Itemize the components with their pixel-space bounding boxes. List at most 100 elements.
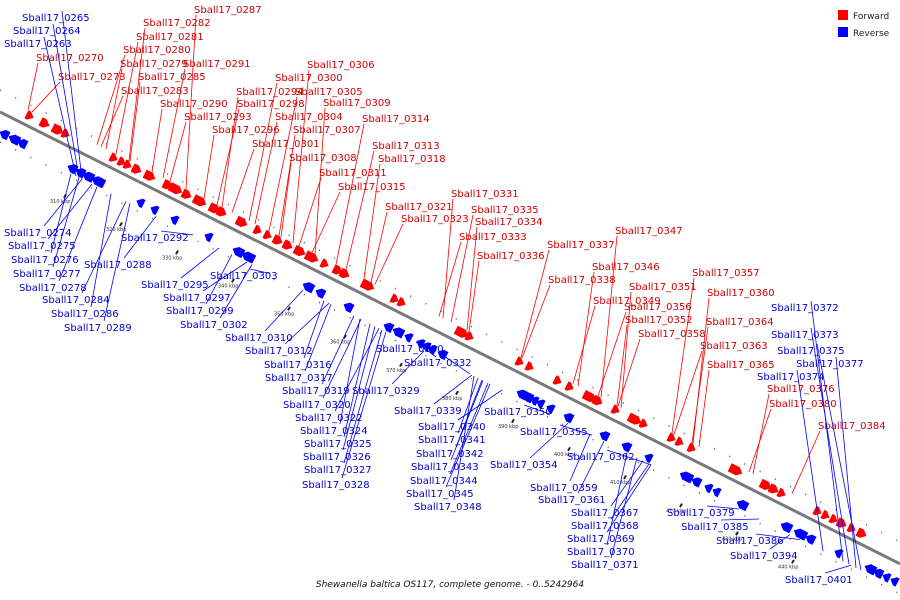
forward-label-leader — [374, 223, 404, 285]
reverse-label-leader — [529, 422, 569, 459]
backbone-line — [0, 110, 900, 566]
legend-forward-swatch — [838, 10, 848, 20]
tick-label: 330 kbp — [162, 255, 182, 261]
forward-gene — [252, 224, 262, 235]
reverse-label-leader — [433, 374, 473, 405]
forward-gene-label: Sball17_0287 — [194, 5, 262, 16]
forward-label-leader — [298, 177, 322, 247]
tick-label: 350 kbp — [274, 312, 294, 318]
reverse-label-leader — [61, 10, 83, 180]
reverse-gene — [136, 198, 146, 209]
forward-gene-labels: Sball17_0287 Sball17_0282 Sball17_0281 Sbal… — [27, 5, 886, 494]
tick-mark — [623, 475, 627, 480]
forward-gene-label: Sball17_0318 — [378, 154, 446, 165]
forward-gene-label: Sball17_0307 — [293, 125, 361, 136]
reverse-gene-label: Sball17_0265 — [22, 13, 90, 24]
forward-gene — [359, 278, 375, 291]
reverse-gene — [536, 399, 546, 409]
reverse-label-leader — [810, 300, 844, 562]
reverse-gene — [793, 528, 809, 541]
reverse-label-leader — [303, 300, 325, 359]
reverse-gene — [404, 333, 414, 343]
reverse-gene-label: Sball17_0371 — [571, 560, 639, 571]
forward-label-leader — [597, 311, 627, 397]
reverse-gene-label: Sball17_0359 — [530, 483, 598, 494]
reverse-gene — [712, 487, 722, 498]
forward-gene — [108, 152, 118, 162]
reverse-label-leader — [796, 369, 824, 552]
forward-label-leader — [248, 82, 278, 222]
reverse-gene-label: Sball17_0368 — [571, 521, 639, 532]
reverse-gene — [882, 573, 892, 583]
reverse-gene-label: Sball17_0324 — [300, 426, 368, 437]
reverse-gene — [691, 477, 703, 488]
forward-label-leader — [128, 27, 146, 161]
reverse-label-leader — [720, 518, 760, 521]
forward-gene-label: Sball17_0376 — [767, 384, 835, 395]
forward-gene — [626, 412, 642, 425]
forward-label-leader — [468, 260, 480, 332]
forward-gene-label: Sball17_0301 — [252, 139, 320, 150]
forward-gene — [180, 188, 192, 199]
reverse-label-leader — [343, 323, 371, 438]
reverse-label-leader — [577, 441, 605, 494]
reverse-label-leader — [449, 382, 489, 475]
reverse-label-leader — [769, 534, 791, 550]
forward-gene-label: Sball17_0293 — [184, 112, 252, 123]
forward-gene-label: Sball17_0334 — [475, 217, 543, 228]
reverse-gene-label: Sball17_0386 — [716, 536, 784, 547]
forward-gene — [331, 264, 343, 275]
reverse-gene-label: Sball17_0276 — [11, 255, 79, 266]
forward-gene-label: Sball17_0363 — [700, 341, 768, 352]
reverse-gene-label: Sball17_0330 — [376, 344, 444, 355]
tick-mark — [119, 222, 123, 227]
reverse-gene — [204, 232, 214, 243]
forward-gene — [727, 463, 743, 476]
forward-label-leader — [169, 121, 187, 182]
forward-gene — [610, 404, 620, 414]
forward-gene — [666, 432, 676, 442]
forward-label-leader — [185, 14, 197, 190]
forward-label-leader — [345, 150, 375, 270]
reverse-gene — [232, 247, 246, 259]
forward-gene-label: Sball17_0280 — [123, 45, 191, 56]
reverse-gene-label: Sball17_0327 — [304, 465, 372, 476]
reverse-gene — [383, 322, 395, 334]
tick-mark — [735, 531, 739, 536]
forward-gene-label: Sball17_0365 — [707, 360, 775, 371]
reverse-gene-label: Sball17_0329 — [352, 386, 420, 397]
forward-gene — [767, 483, 779, 494]
forward-label-leader — [254, 121, 278, 225]
reverse-label-leader — [606, 449, 652, 466]
forward-label-leader — [521, 284, 551, 359]
reverse-gene-label: Sball17_0354 — [490, 460, 558, 471]
reverse-gene-label: Sball17_0286 — [51, 309, 119, 320]
reverse-label-leader — [523, 404, 551, 415]
forward-gene-label: Sball17_0346 — [592, 262, 660, 273]
reverse-gene-label: Sball17_0361 — [538, 495, 606, 506]
tick-mark — [511, 418, 515, 424]
forward-gene-label: Sball17_0357 — [692, 268, 760, 279]
forward-gene-label: Sball17_0309 — [323, 98, 391, 109]
forward-gene — [207, 202, 221, 214]
forward-label-leader — [438, 241, 462, 317]
forward-gene-label: Sball17_0321 — [385, 202, 453, 213]
tick-label: 340 kbp — [218, 283, 238, 289]
reverse-label-leader — [606, 452, 628, 546]
forward-gene — [820, 509, 830, 520]
reverse-gene — [82, 171, 96, 183]
reverse-gene — [8, 134, 22, 146]
reverse-gene — [834, 549, 844, 559]
forward-gene — [303, 250, 319, 263]
reverse-gene-label: Sball17_0299 — [166, 306, 234, 317]
reverse-gene-label: Sball17_0355 — [520, 427, 588, 438]
reverse-gene — [890, 577, 900, 587]
forward-label-leader — [115, 41, 139, 155]
reverse-gene-label: Sball17_0362 — [567, 452, 635, 463]
reverse-gene-label: Sball17_0263 — [4, 39, 72, 50]
reverse-label-leader — [50, 173, 72, 254]
tick-label: 430 kbp — [722, 536, 742, 542]
reverse-label-leader — [457, 389, 503, 421]
forward-gene — [262, 229, 272, 240]
reverse-gene — [437, 349, 449, 361]
